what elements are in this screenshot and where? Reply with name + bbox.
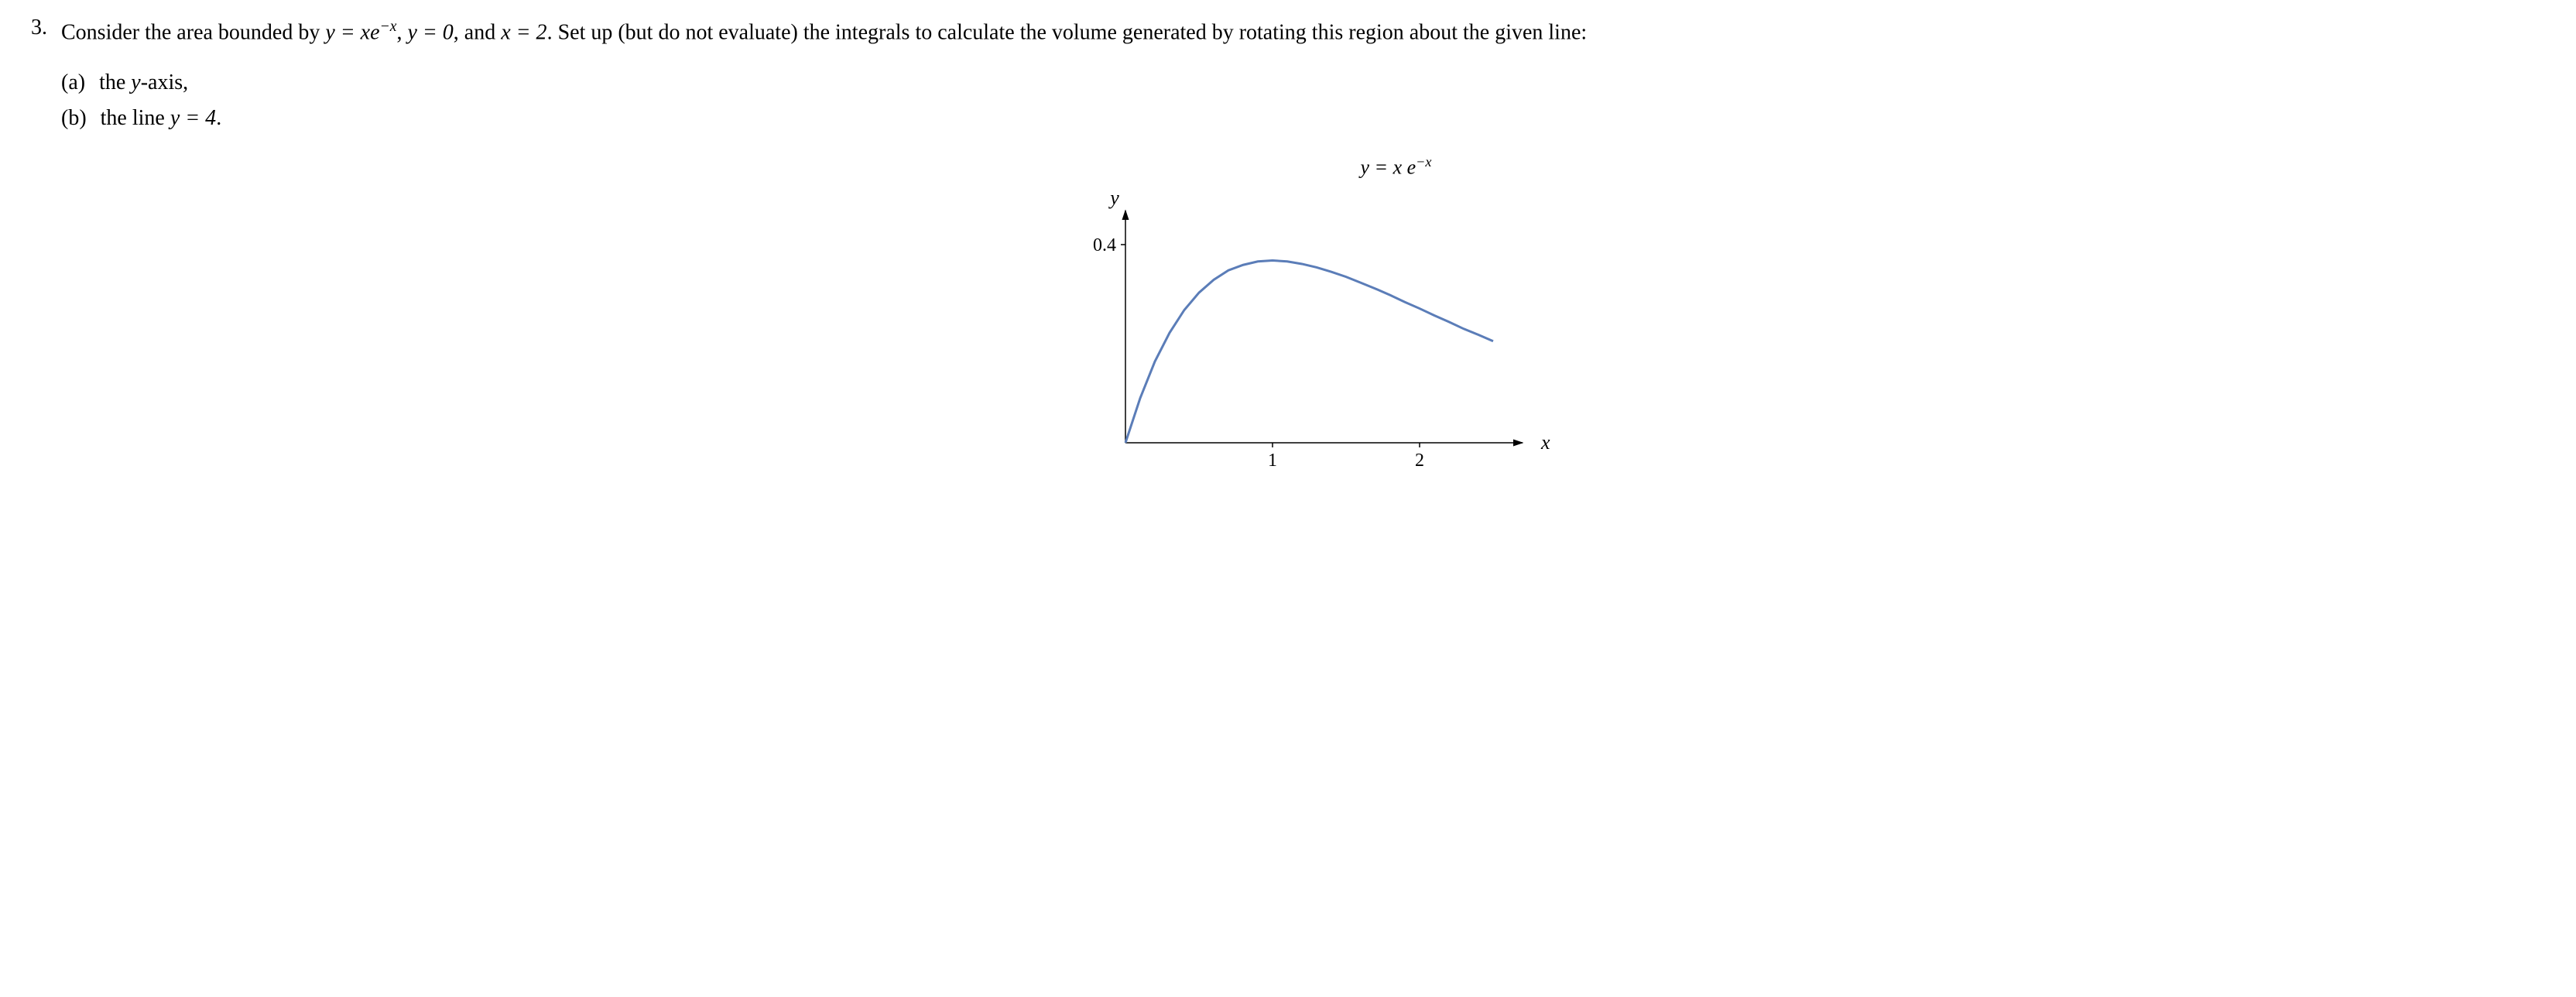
- statement-text-1: Consider the area bounded by: [61, 20, 325, 44]
- sub-label-a: (a): [61, 70, 85, 95]
- sub-parts: (a) the y-axis, (b) the line y = 4.: [61, 70, 2545, 131]
- equation-3: x = 2: [501, 20, 546, 44]
- part-b-post: .: [216, 106, 221, 130]
- chart-title: y = x e−x: [1360, 154, 1431, 180]
- sub-part-a: (a) the y-axis,: [61, 70, 2545, 95]
- chart-wrapper: y = x e−x 0.4 1 2 y x: [1056, 154, 1551, 481]
- chart-title-pre: y = x e: [1360, 156, 1416, 179]
- sub-text-b: the line y = 4.: [101, 106, 222, 131]
- part-b-var: y = 4: [170, 106, 216, 130]
- problem-container: 3. Consider the area bounded by y = xe−x…: [31, 15, 2545, 481]
- part-b-pre: the line: [101, 106, 170, 130]
- problem-content: Consider the area bounded by y = xe−x, y…: [61, 15, 2545, 481]
- part-a-post: -axis,: [141, 70, 188, 94]
- chart-svg: 0.4 1 2 y x: [1056, 187, 1551, 481]
- x-tick-label: 1: [1268, 451, 1277, 471]
- comma-1: ,: [396, 20, 407, 44]
- y-tick-label: 0.4: [1093, 235, 1116, 255]
- problem-number: 3.: [31, 15, 47, 40]
- sub-part-b: (b) the line y = 4.: [61, 106, 2545, 131]
- x-axis-label: x: [1540, 431, 1550, 454]
- problem-statement: Consider the area bounded by y = xe−x, y…: [61, 15, 2545, 49]
- equation-1-sup: −x: [380, 19, 397, 35]
- comma-2: , and: [454, 20, 501, 44]
- part-a-var: y: [131, 70, 140, 94]
- chart-title-sup: −x: [1416, 154, 1431, 170]
- sub-label-b: (b): [61, 106, 87, 131]
- sub-text-a: the y-axis,: [99, 70, 188, 95]
- y-axis-label: y: [1108, 187, 1119, 209]
- equation-1: y = xe: [325, 20, 379, 44]
- part-a-pre: the: [99, 70, 131, 94]
- equation-2: y = 0: [407, 20, 453, 44]
- statement-text-2: . Set up (but do not evaluate) the integ…: [547, 20, 1588, 44]
- x-tick-label: 2: [1415, 451, 1424, 471]
- curve: [1125, 260, 1493, 443]
- chart-container: y = x e−x 0.4 1 2 y x: [61, 154, 2545, 481]
